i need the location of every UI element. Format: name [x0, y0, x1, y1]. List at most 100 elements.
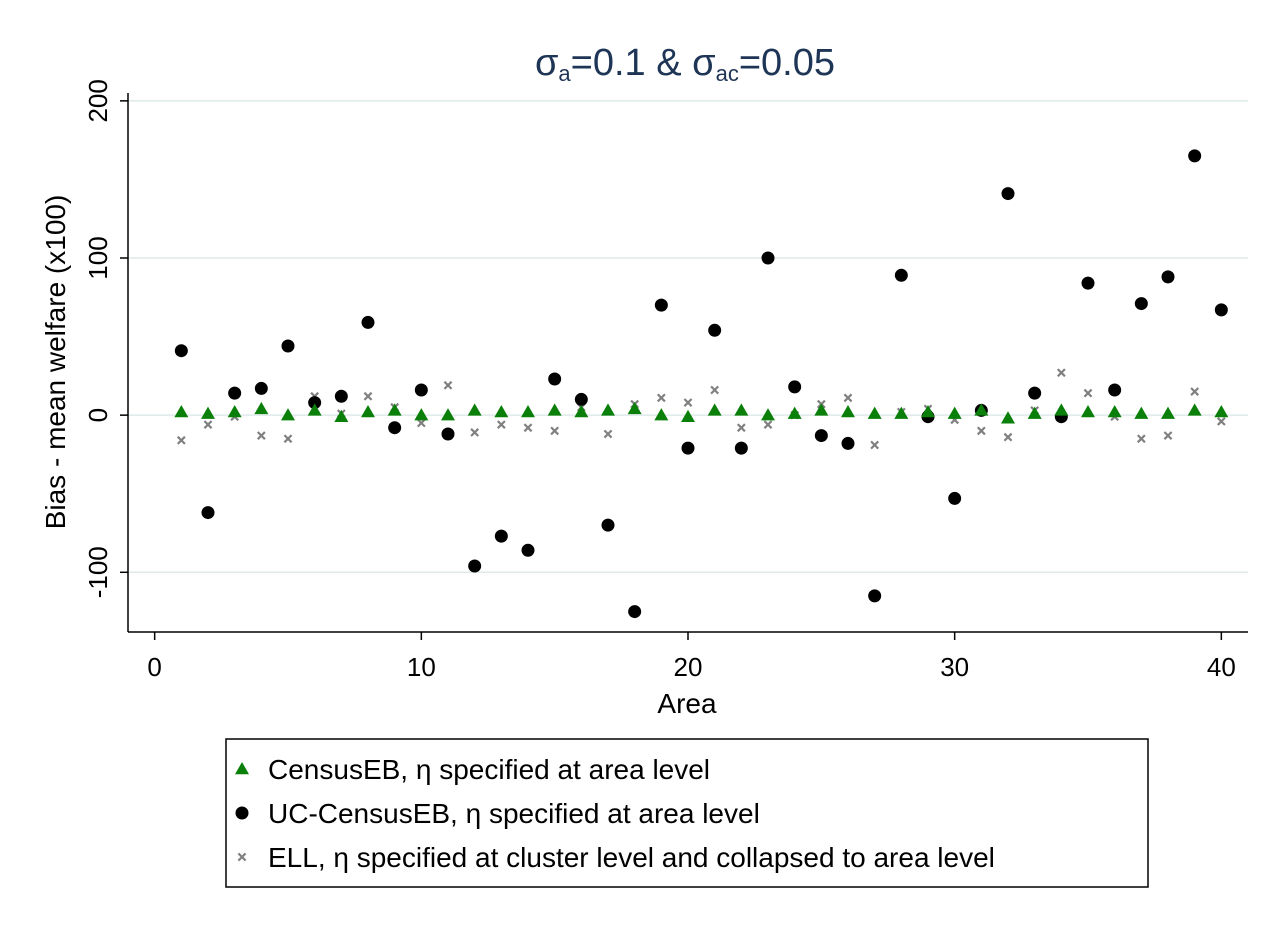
uc-censuseb-point	[521, 543, 535, 557]
ell-point	[603, 429, 613, 439]
chart-title: σa=0.1 & σac=0.05	[535, 42, 835, 86]
ticks: -100 0 100 200 0 10 20 30 40	[83, 79, 1236, 682]
ell-point	[363, 391, 373, 401]
ell-point	[1003, 432, 1013, 442]
ell-point	[870, 440, 880, 450]
x-tick-label: 10	[407, 652, 436, 682]
uc-censuseb-point	[868, 589, 882, 603]
x-tick-label: 20	[674, 652, 703, 682]
ell-point	[976, 426, 986, 436]
uc-censuseb-point	[814, 429, 828, 443]
ell-point	[683, 398, 693, 407]
censuseb-point	[281, 408, 295, 421]
y-tick-label: -100	[83, 546, 113, 598]
legend-marker-2	[235, 806, 249, 820]
uc-censuseb-point	[1108, 383, 1122, 397]
uc-censuseb-point	[1188, 149, 1202, 163]
y-tick-label: 100	[83, 236, 113, 279]
uc-censuseb-point	[254, 381, 268, 395]
uc-censuseb-point	[334, 389, 348, 403]
ell-point	[1190, 387, 1200, 396]
gridlines	[128, 100, 1248, 574]
uc-censuseb-point	[494, 529, 508, 543]
uc-censuseb-point	[414, 383, 428, 397]
legend-marker-1	[235, 762, 249, 775]
ell-point	[496, 420, 506, 429]
x-tick-label: 0	[147, 652, 161, 682]
censuseb-point	[921, 405, 935, 418]
censuseb-point	[627, 401, 642, 415]
uc-censuseb-point	[361, 315, 375, 329]
ell-point	[203, 420, 213, 429]
title-middle: =0.1 & σ	[571, 42, 716, 84]
ell-point	[1083, 388, 1093, 398]
censuseb-point	[174, 405, 189, 418]
censuseb-point	[201, 406, 215, 419]
censuseb-point	[414, 408, 429, 421]
censuseb-point	[574, 405, 589, 418]
uc-censuseb-point	[174, 344, 188, 358]
uc-censuseb-point	[894, 268, 908, 282]
uc-censuseb-point	[948, 491, 962, 505]
ell-point	[443, 380, 453, 390]
uc-censuseb-point	[308, 396, 322, 410]
ell-point	[1216, 417, 1226, 426]
uc-censuseb-point	[1028, 386, 1042, 400]
censuseb-point	[467, 403, 482, 416]
censuseb-point	[441, 408, 455, 421]
ell-point	[416, 418, 426, 428]
censuseb-point	[894, 406, 909, 419]
uc-censuseb-point	[708, 323, 722, 337]
uc-censuseb-point	[388, 421, 402, 435]
uc-censuseb-point	[1081, 276, 1095, 290]
ell-point	[256, 431, 266, 440]
ell-point	[176, 435, 186, 445]
ell-point	[656, 393, 666, 403]
legend: CensusEB, η specified at area level UC-Ce…	[225, 738, 1149, 888]
uc-censuseb-point	[1161, 270, 1175, 284]
uc-censuseb-point	[1001, 187, 1015, 201]
censuseb-point	[361, 405, 375, 418]
uc-censuseb-point	[761, 251, 775, 265]
uc-censuseb-point	[654, 298, 668, 312]
censuseb-point	[1134, 406, 1149, 419]
ell-point	[710, 385, 720, 395]
ell-point	[470, 428, 480, 437]
x-tick-label: 40	[1207, 652, 1236, 682]
censuseb-point	[1107, 405, 1122, 418]
y-tick-label: 0	[83, 408, 113, 422]
uc-censuseb-point	[468, 559, 482, 573]
censuseb-point	[707, 403, 722, 416]
ell-point	[550, 426, 560, 436]
data-marks	[174, 149, 1229, 619]
censuseb-point	[601, 403, 615, 416]
censuseb-point	[254, 401, 269, 415]
title-subscript-1: a	[558, 61, 571, 86]
censuseb-point	[787, 406, 802, 419]
uc-censuseb-point	[1214, 303, 1228, 317]
censuseb-point	[974, 403, 989, 416]
uc-censuseb-point	[574, 392, 588, 406]
censuseb-point	[334, 409, 349, 422]
uc-censuseb-point	[281, 339, 295, 353]
uc-censuseb-point	[788, 380, 802, 394]
x-tick-label: 30	[940, 652, 969, 682]
censuseb-point	[761, 408, 775, 421]
legend-label-3: ELL, η specified at cluster level and co…	[268, 842, 995, 873]
censuseb-point	[307, 403, 322, 416]
ell-point	[1163, 431, 1173, 440]
uc-censuseb-point	[548, 372, 562, 386]
ell-point	[763, 420, 773, 429]
censuseb-point	[1054, 403, 1069, 416]
legend-box	[225, 738, 1149, 888]
title-sigma-1: σ	[535, 42, 558, 84]
uc-censuseb-point	[1134, 297, 1148, 311]
censuseb-point	[681, 409, 695, 422]
censuseb-point	[947, 406, 962, 419]
uc-censuseb-point	[601, 518, 615, 532]
censuseb-point	[1214, 405, 1229, 418]
censuseb-point	[841, 405, 855, 418]
axes	[127, 93, 1248, 633]
ell-point	[1056, 368, 1066, 378]
ell-point	[523, 423, 533, 433]
